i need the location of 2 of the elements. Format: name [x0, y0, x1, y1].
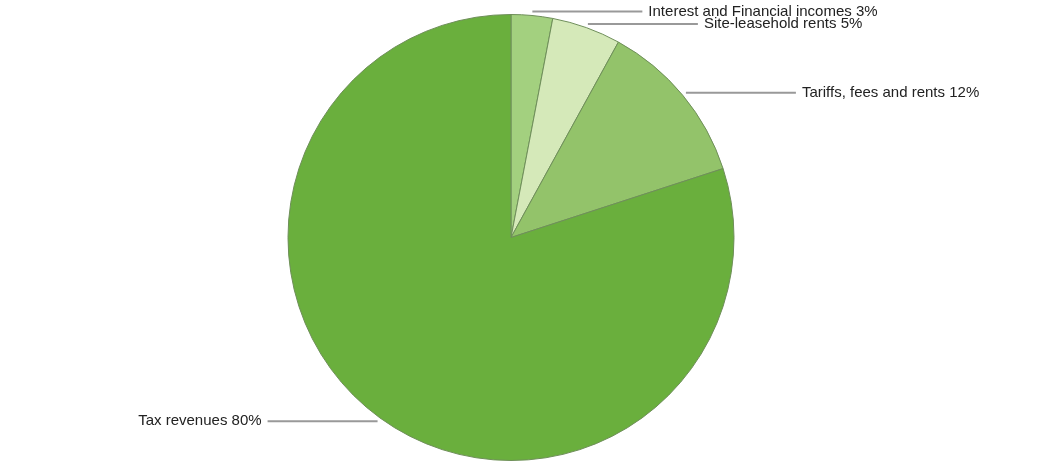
slice-label: Tax revenues 80%	[138, 411, 262, 429]
slice-label: Tariffs, fees and rents 12%	[801, 82, 980, 100]
